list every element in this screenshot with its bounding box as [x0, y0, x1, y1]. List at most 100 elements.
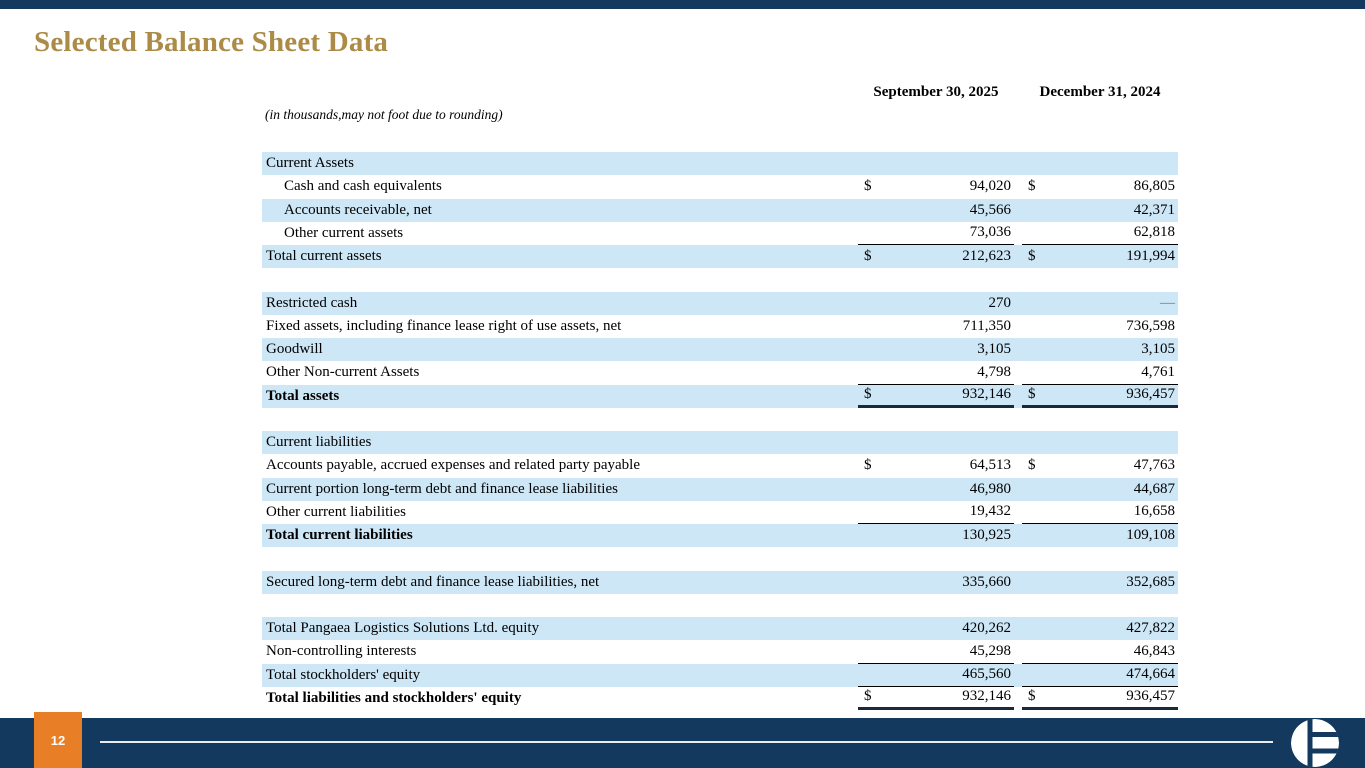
cell-value: 42,371	[1133, 201, 1175, 218]
value-cell: $64,513	[858, 454, 1014, 477]
table-row: Total Pangaea Logistics Solutions Ltd. e…	[262, 617, 1178, 641]
row-label: Restricted cash	[266, 294, 358, 311]
row-label: Other current assets	[284, 224, 404, 241]
table-row: Other current assets 73,036 62,818	[262, 222, 1178, 245]
value-cell: 420,262	[858, 617, 1014, 640]
cell-value: 4,798	[977, 363, 1011, 380]
currency-symbol: $	[1028, 688, 1036, 705]
currency-symbol: $	[864, 688, 872, 705]
header-spacer	[262, 84, 858, 101]
cell-value: 46,980	[969, 480, 1011, 497]
cell-value: 212,623	[962, 248, 1011, 265]
value-cell: 42,371	[1022, 199, 1178, 222]
table-row: Non-controlling interests 45,298 46,843	[262, 640, 1178, 664]
value-cell: 45,566	[858, 199, 1014, 222]
value-cell: 44,687	[1022, 478, 1178, 501]
value-cell: 19,432	[858, 501, 1014, 524]
value-cell: —	[1022, 292, 1178, 315]
value-cell: 352,685	[1022, 571, 1178, 594]
row-label: Other Non-current Assets	[266, 364, 420, 381]
value-cell	[858, 431, 1014, 454]
currency-symbol: $	[1028, 386, 1036, 403]
footer-divider-line	[100, 741, 1273, 743]
value-cell: 45,298	[858, 640, 1014, 664]
cell-value: 936,457	[1126, 688, 1175, 705]
value-cell: 465,560	[858, 664, 1014, 687]
cell-value: 936,457	[1126, 386, 1175, 403]
row-label: Total current liabilities	[266, 527, 413, 544]
cell-value: 16,658	[1133, 503, 1175, 520]
table-gap-row	[262, 594, 1178, 617]
cell-value: 474,664	[1126, 666, 1175, 683]
table-row: Restricted cash 270 —	[262, 291, 1178, 315]
value-cell: $936,457	[1022, 385, 1178, 408]
value-cell: 16,658	[1022, 501, 1178, 524]
page-number-box: 12	[34, 712, 82, 768]
row-label: Total assets	[266, 387, 340, 404]
currency-symbol: $	[864, 178, 872, 195]
table-column-headers: September 30, 2025 December 31, 2024	[262, 84, 1178, 101]
row-label: Total Pangaea Logistics Solutions Ltd. e…	[266, 620, 540, 637]
value-cell: $932,146	[858, 385, 1014, 408]
cell-value: 191,994	[1126, 248, 1175, 265]
table-gap-row	[262, 408, 1178, 431]
value-cell: 270	[858, 292, 1014, 315]
value-cell: 4,798	[858, 361, 1014, 385]
cell-value: 64,513	[969, 457, 1011, 474]
cell-value: 711,350	[962, 317, 1011, 334]
value-cell	[1022, 431, 1178, 454]
cell-value: —	[1160, 294, 1175, 311]
currency-symbol: $	[864, 248, 872, 265]
cell-value: 4,761	[1141, 363, 1175, 380]
value-cell	[858, 152, 1014, 175]
value-cell: 109,108	[1022, 524, 1178, 547]
row-label: Current liabilities	[266, 434, 372, 451]
table-row: Total liabilities and stockholders' equi…	[262, 687, 1178, 710]
value-cell: 3,105	[858, 338, 1014, 361]
table-gap-row	[262, 547, 1178, 570]
cell-value: 47,763	[1133, 457, 1175, 474]
row-label: Accounts receivable, net	[284, 201, 432, 218]
currency-symbol: $	[1028, 178, 1036, 195]
value-cell: $47,763	[1022, 454, 1178, 477]
value-cell: $932,146	[858, 687, 1014, 710]
balance-table-rows: Current Assets Cash and cash equivalents $…	[262, 152, 1178, 710]
cell-value: 86,805	[1133, 178, 1175, 195]
value-cell: 3,105	[1022, 338, 1178, 361]
value-cell: 427,822	[1022, 617, 1178, 640]
cell-value: 932,146	[962, 386, 1011, 403]
bottom-footer-bar	[0, 718, 1365, 768]
value-cell: $191,994	[1022, 245, 1178, 268]
cell-value: 420,262	[962, 620, 1011, 637]
cell-value: 270	[988, 294, 1012, 311]
value-cell: 711,350	[858, 315, 1014, 338]
value-cell: 4,761	[1022, 361, 1178, 385]
top-accent-bar	[0, 0, 1365, 9]
value-cell: 474,664	[1022, 664, 1178, 687]
table-row: Other current liabilities 19,432 16,658	[262, 501, 1178, 524]
value-cell: $94,020	[858, 175, 1014, 198]
cell-value: 3,105	[977, 341, 1011, 358]
value-cell: 73,036	[858, 222, 1014, 245]
row-label: Other current liabilities	[266, 503, 406, 520]
table-row: Accounts payable, accrued expenses and r…	[262, 454, 1178, 477]
row-label: Accounts payable, accrued expenses and r…	[266, 457, 640, 474]
table-row: Current Assets	[262, 152, 1178, 176]
table-row: Cash and cash equivalents $94,020 $86,805	[262, 175, 1178, 198]
table-row: Total current liabilities 130,925 109,108	[262, 524, 1178, 548]
cell-value: 45,566	[969, 201, 1011, 218]
table-row: Total stockholders' equity 465,560 474,664	[262, 663, 1178, 687]
cell-value: 335,660	[962, 573, 1011, 590]
value-cell: 130,925	[858, 524, 1014, 547]
page-number: 12	[50, 732, 66, 748]
currency-symbol: $	[864, 457, 872, 474]
pangaea-logo-icon	[1291, 719, 1339, 767]
table-row: Current liabilities	[262, 431, 1178, 455]
page-title: Selected Balance Sheet Data	[34, 26, 389, 58]
row-label: Total current assets	[266, 248, 382, 265]
row-label: Cash and cash equivalents	[284, 178, 442, 195]
cell-value: 45,298	[969, 642, 1011, 659]
cell-value: 73,036	[969, 224, 1011, 241]
value-cell: $86,805	[1022, 175, 1178, 198]
cell-value: 427,822	[1126, 620, 1175, 637]
